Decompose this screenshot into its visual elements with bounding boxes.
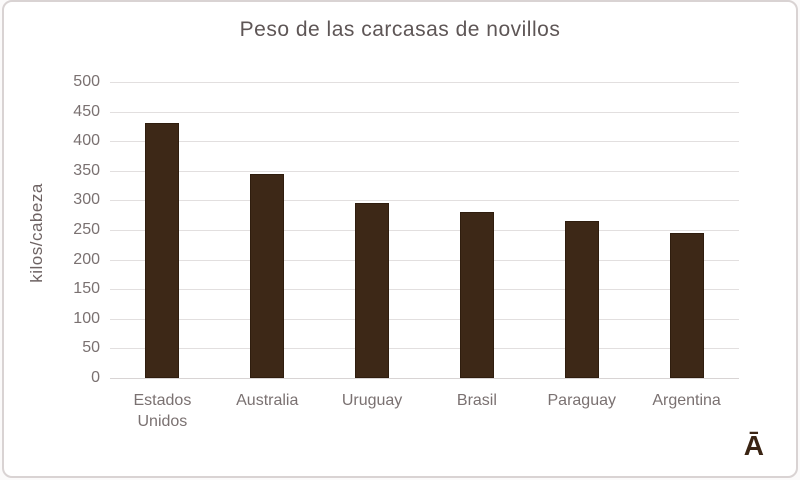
bar-argentina <box>669 232 704 378</box>
y-tick-label: 0 <box>91 369 100 386</box>
y-tick-label: 200 <box>73 250 100 268</box>
y-tick-label: 500 <box>73 73 100 90</box>
plot-area <box>110 82 739 379</box>
y-tick-label: 100 <box>73 309 100 327</box>
gridline <box>110 141 739 143</box>
x-tick-label-uruguay: Uruguay <box>341 392 403 409</box>
gridline <box>110 111 739 113</box>
bar-brasil <box>459 212 494 378</box>
x-tick-label-paraguay: Paraguay <box>547 392 617 409</box>
x-tick-label-australia: Australia <box>236 392 299 409</box>
y-tick-label: 350 <box>73 161 100 179</box>
gridline <box>110 200 739 202</box>
gridline <box>110 230 739 231</box>
bar-estados-unidos <box>145 123 180 378</box>
gridline <box>110 170 739 172</box>
gridline <box>110 348 739 350</box>
gridline <box>110 82 739 83</box>
y-tick-label: 450 <box>73 102 100 120</box>
y-tick-label: 300 <box>73 191 100 209</box>
chart-title: Peso de las carcasas de novillos <box>239 18 561 41</box>
gridline <box>110 318 739 320</box>
y-tick-label: 400 <box>73 132 100 150</box>
y-tick-label: 150 <box>73 280 100 298</box>
bar-uruguay <box>355 203 390 378</box>
x-tick-label-brasil: Brasil <box>456 392 497 409</box>
corner-letter: Ā <box>743 430 764 461</box>
bar-australia <box>250 173 285 378</box>
x-tick-label-estados-unidos: Estados Unidos <box>133 392 192 430</box>
y-tick-label: 250 <box>73 221 100 238</box>
x-axis-line <box>110 378 739 379</box>
bar-paraguay <box>564 221 599 378</box>
gridline <box>110 289 739 291</box>
y-axis-title: kilos/cabeza <box>27 183 46 283</box>
gridline <box>110 259 739 261</box>
x-tick-label-argentina: Argentina <box>652 392 721 409</box>
y-tick-label: 50 <box>82 339 100 357</box>
